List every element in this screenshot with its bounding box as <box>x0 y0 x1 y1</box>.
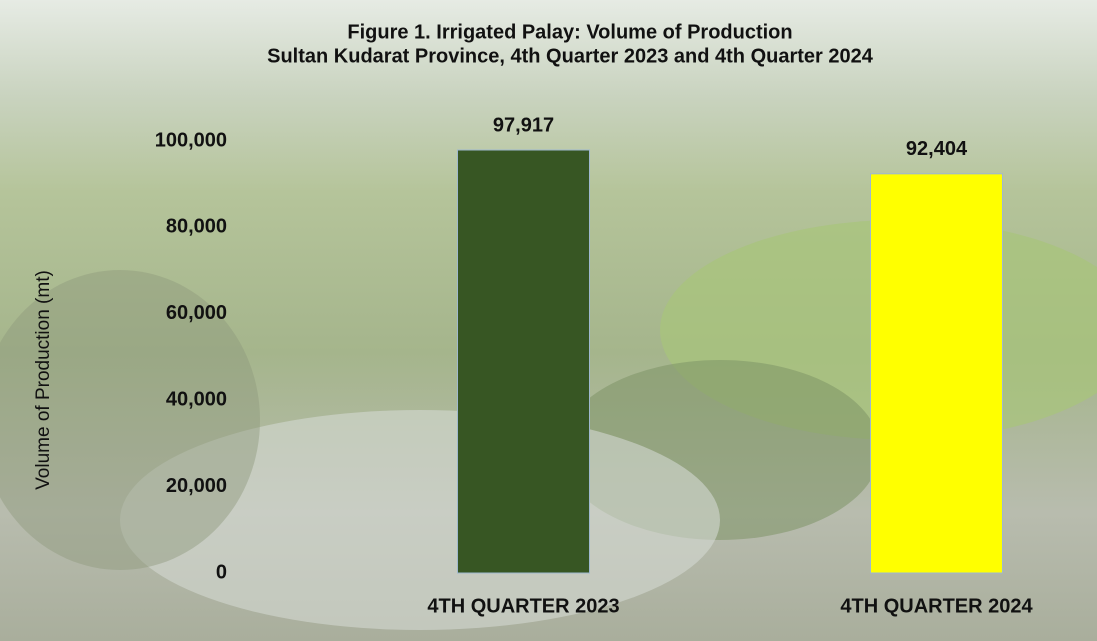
y-tick-label: 0 <box>216 561 227 583</box>
y-tick-label: 40,000 <box>166 388 227 410</box>
y-tick-label: 100,000 <box>155 129 227 151</box>
data-label: 97,917 <box>493 114 554 136</box>
x-tick-label: 4TH QUARTER 2023 <box>427 595 619 617</box>
data-label: 92,404 <box>906 138 968 160</box>
x-tick-label: 4TH QUARTER 2024 <box>840 595 1033 617</box>
bank <box>0 270 260 570</box>
bar <box>457 149 590 574</box>
y-tick-label: 20,000 <box>166 475 227 497</box>
bar <box>870 173 1003 574</box>
chart-subtitle: Sultan Kudarat Province, 4th Quarter 202… <box>267 45 874 67</box>
y-tick-label: 80,000 <box>166 216 227 238</box>
chart-title: Figure 1. Irrigated Palay: Volume of Pro… <box>347 21 792 43</box>
y-tick-label: 60,000 <box>166 302 227 324</box>
y-axis-label: Volume of Production (mt) <box>33 270 54 490</box>
